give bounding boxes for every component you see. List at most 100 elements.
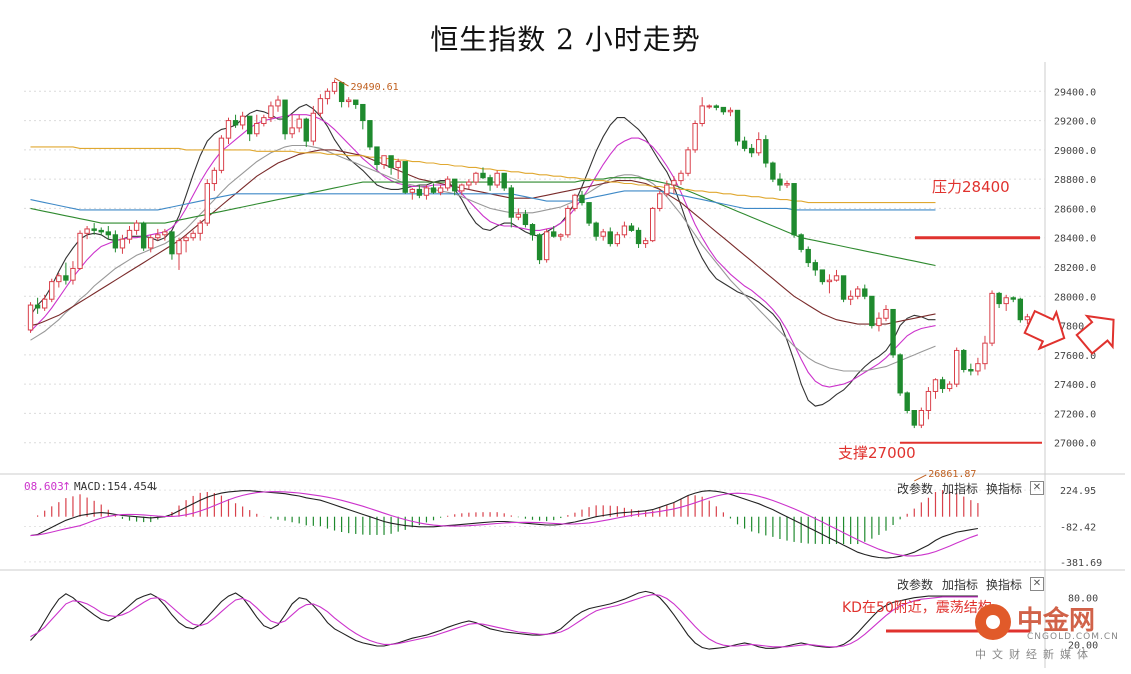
candle-body-up	[855, 288, 861, 297]
macd-switch-indicator-button[interactable]: 换指标	[986, 482, 1023, 496]
candle-body-down	[791, 183, 797, 236]
macd-dea-line	[30, 491, 979, 557]
candle-body-down	[282, 99, 288, 135]
macd-close-icon[interactable]: ✕	[1030, 481, 1044, 495]
candle-body-up	[614, 234, 621, 245]
candle-body-up	[119, 238, 126, 249]
candle-body-up	[296, 118, 302, 129]
candle-body-down	[551, 231, 557, 237]
candle-body-up	[543, 231, 550, 261]
macd-add-indicator-button[interactable]: 加指标	[942, 482, 979, 496]
y-tick-label: 27800.0	[1054, 322, 1096, 333]
candle-body-up	[423, 187, 430, 196]
y-tick-label: 28000.0	[1054, 292, 1096, 303]
kd-params-button[interactable]: 改参数	[897, 578, 934, 592]
watermark-site: CNGOLD.COM.CN	[1027, 632, 1119, 642]
candle-body-down	[338, 82, 345, 103]
candle-body-up	[572, 194, 578, 209]
macd-params-button[interactable]: 改参数	[897, 482, 934, 496]
kd-switch-indicator-button[interactable]: 换指标	[986, 578, 1023, 592]
ma-line-ma20	[30, 144, 936, 372]
candle-body-up	[345, 99, 352, 103]
candle-body-down	[374, 146, 380, 166]
low-marker	[914, 474, 927, 482]
y-tick-label: 27600.0	[1054, 351, 1096, 362]
candle-body-up	[49, 281, 55, 300]
candle-body-up	[685, 149, 691, 174]
macd-y-tick-label: -381.69	[1060, 558, 1102, 569]
candle-body-up	[41, 298, 48, 309]
candle-body-up	[218, 137, 225, 171]
candle-body-down	[890, 308, 896, 356]
candle-body-up	[331, 82, 338, 92]
candle-body-down	[770, 162, 776, 180]
candle-body-up	[162, 231, 168, 236]
candle-body-up	[324, 90, 331, 100]
candle-body-down	[247, 115, 253, 135]
high-price-label: 29490.61	[351, 82, 399, 93]
candle-body-down	[607, 231, 613, 245]
y-tick-label: 29400.0	[1054, 87, 1096, 98]
candle-body-up	[925, 390, 932, 412]
candle-body-up	[133, 222, 140, 231]
candle-body-down	[593, 222, 599, 237]
candle-body-up	[183, 237, 189, 242]
ma-line-ma10	[30, 114, 936, 388]
cngold-logo-icon	[975, 604, 1011, 640]
candle-body-down	[487, 177, 493, 186]
candle-body-down	[968, 369, 974, 372]
candle-body-down	[232, 120, 239, 126]
y-tick-label: 27400.0	[1054, 380, 1096, 391]
candle-body-up	[664, 184, 670, 195]
candle-body-down	[741, 140, 748, 149]
ma-line-ma120	[30, 190, 936, 211]
candle-body-down	[536, 234, 543, 261]
candle-body-down	[91, 228, 97, 231]
candle-body-up	[268, 105, 274, 119]
ma-line-ma30	[30, 149, 936, 327]
candle-body-down	[869, 295, 875, 327]
kd-k-line	[30, 590, 978, 650]
candle-body-up	[565, 207, 571, 236]
y-tick-label: 29000.0	[1054, 146, 1096, 157]
y-tick-label: 28600.0	[1054, 204, 1096, 215]
candle-body-down	[501, 172, 507, 189]
candle-body-down	[416, 188, 423, 196]
candle-body-down	[840, 275, 847, 300]
candle-body-up	[671, 180, 677, 186]
candle-body-up	[126, 229, 133, 240]
kd-d-line	[30, 594, 978, 648]
candle-body-up	[190, 232, 196, 239]
candle-body-up	[826, 279, 833, 283]
candle-body-down	[508, 187, 514, 218]
candle-body-down	[911, 410, 917, 426]
kd-add-indicator-button[interactable]: 加指标	[942, 578, 979, 592]
candle-body-up	[239, 115, 246, 126]
candle-body-up	[876, 317, 882, 327]
y-tick-label: 29200.0	[1054, 117, 1096, 128]
candle-body-up	[515, 213, 522, 218]
candle-body-up	[275, 99, 281, 107]
ma-line-ma5	[30, 103, 936, 407]
candle-body-up	[84, 228, 90, 234]
candle-body-down	[812, 262, 818, 271]
macd-up-arrow-icon: ↑	[62, 480, 71, 493]
candle-body-up	[946, 383, 953, 390]
candle-body-down	[635, 229, 642, 245]
candle-body-up	[621, 225, 628, 236]
candle-body-up	[883, 308, 889, 319]
candle-body-up	[381, 155, 387, 165]
y-tick-label: 28400.0	[1054, 234, 1096, 245]
candle-body-down	[105, 231, 111, 236]
candle-body-up	[975, 363, 981, 372]
kd-close-icon[interactable]: ✕	[1030, 577, 1044, 591]
candle-body-up	[395, 161, 401, 168]
candle-body-down	[996, 292, 1002, 305]
candle-body-down	[452, 178, 458, 192]
direction-arrow-up-icon	[1075, 314, 1115, 355]
candle-body-up	[148, 237, 154, 249]
candle-body-up	[756, 139, 762, 154]
candle-body-up	[444, 178, 451, 189]
kd-y-tick-label: 80.00	[1068, 594, 1098, 605]
